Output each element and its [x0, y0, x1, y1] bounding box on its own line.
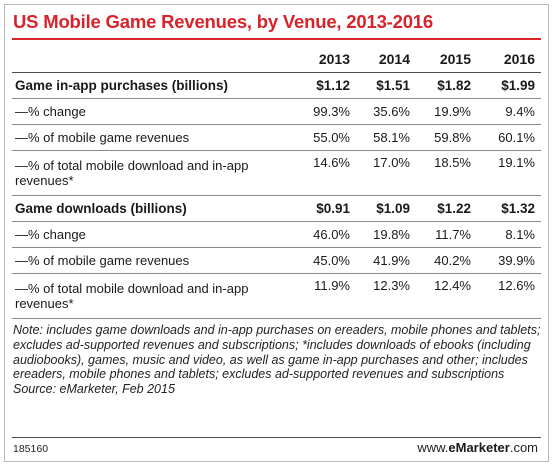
value-cell: 11.7% — [416, 221, 477, 248]
table-section-row: Game in-app purchases (billions) $1.12 $1.… — [12, 72, 541, 99]
table-row: —% of mobile game revenues 45.0% 41.9% 40.2… — [12, 247, 541, 274]
value-cell: 60.1% — [477, 124, 541, 151]
column-header: 2013 — [296, 45, 356, 73]
value-cell: $0.91 — [296, 195, 356, 222]
value-cell: 39.9% — [477, 247, 541, 274]
value-cell: 12.3% — [356, 273, 416, 319]
value-cell: $1.99 — [477, 72, 541, 99]
value-cell: $1.32 — [477, 195, 541, 222]
table-body: Game in-app purchases (billions) $1.12 $1.… — [12, 72, 541, 319]
source-text: Source: eMarketer, Feb 2015 — [13, 382, 175, 397]
row-label: Game in-app purchases (billions) — [12, 72, 296, 99]
value-cell: $1.22 — [416, 195, 477, 222]
value-cell: 41.9% — [356, 247, 416, 274]
value-cell: 46.0% — [296, 221, 356, 248]
value-cell: 17.0% — [356, 150, 416, 196]
value-cell: $1.51 — [356, 72, 416, 99]
value-cell: 14.6% — [296, 150, 356, 196]
value-cell: 35.6% — [356, 98, 416, 125]
value-cell: 8.1% — [477, 221, 541, 248]
value-cell: 58.1% — [356, 124, 416, 151]
table-row: —% of mobile game revenues 55.0% 58.1% 59.8… — [12, 124, 541, 151]
value-cell: 40.2% — [416, 247, 477, 274]
value-cell: 45.0% — [296, 247, 356, 274]
value-cell: 11.9% — [296, 273, 356, 319]
note-text: Note: includes game downloads and in-app… — [13, 323, 541, 382]
row-label: —% of total mobile download and in-app r… — [12, 150, 296, 196]
value-cell: $1.09 — [356, 195, 416, 222]
value-cell: 99.3% — [296, 98, 356, 125]
value-cell: $1.82 — [416, 72, 477, 99]
row-label: —% change — [12, 98, 296, 125]
table-section-row: Game downloads (billions) $0.91 $1.09 $1.22… — [12, 195, 541, 222]
value-cell: 59.8% — [416, 124, 477, 151]
column-header: 2015 — [416, 45, 477, 73]
title-divider — [12, 38, 541, 40]
chart-id: 185160 — [13, 443, 49, 455]
row-label: Game downloads (billions) — [12, 195, 296, 222]
chart-title: US Mobile Game Revenues, by Venue, 2013-… — [13, 11, 433, 32]
row-label: —% of total mobile download and in-app r… — [12, 273, 296, 319]
table-row: —% change 46.0% 19.8% 11.7% 8.1% — [12, 221, 541, 248]
table-row: —% change 99.3% 35.6% 19.9% 9.4% — [12, 98, 541, 125]
row-label: —% change — [12, 221, 296, 248]
footer-divider — [12, 437, 541, 438]
table-row: —% of total mobile download and in-app r… — [12, 150, 541, 196]
header-row: 2013 2014 2015 2016 — [12, 45, 541, 73]
value-cell: $1.12 — [296, 72, 356, 99]
brand-logo: www.eMarketer.com — [417, 440, 538, 455]
notes-block: Note: includes game downloads and in-app… — [13, 323, 543, 397]
brand-suffix: .com — [509, 440, 538, 455]
value-cell: 18.5% — [416, 150, 477, 196]
brand-name: eMarketer — [448, 440, 510, 455]
value-cell: 12.4% — [416, 273, 477, 319]
value-cell: 9.4% — [477, 98, 541, 125]
value-cell: 12.6% — [477, 273, 541, 319]
chart-frame: US Mobile Game Revenues, by Venue, 2013-… — [4, 4, 549, 462]
value-cell: 19.8% — [356, 221, 416, 248]
table-row: —% of total mobile download and in-app r… — [12, 273, 541, 319]
header-label-cell — [12, 45, 296, 73]
value-cell: 55.0% — [296, 124, 356, 151]
brand-prefix: www. — [417, 440, 449, 455]
row-label: —% of mobile game revenues — [12, 124, 296, 151]
row-label: —% of mobile game revenues — [12, 247, 296, 274]
column-header: 2016 — [477, 45, 541, 73]
revenue-table: 2013 2014 2015 2016 Game in-app purchase… — [12, 45, 541, 319]
value-cell: 19.1% — [477, 150, 541, 196]
value-cell: 19.9% — [416, 98, 477, 125]
column-header: 2014 — [356, 45, 416, 73]
